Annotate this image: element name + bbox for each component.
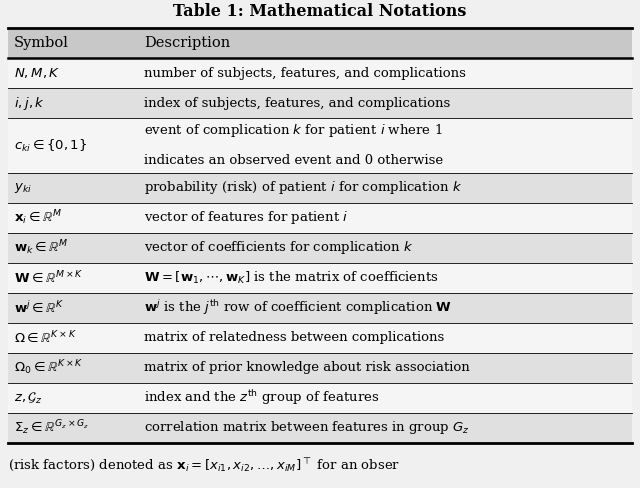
Bar <box>8 28 632 58</box>
Bar <box>8 323 632 353</box>
Bar <box>8 173 632 203</box>
Bar <box>8 118 632 173</box>
Text: $c_{ki} \in \{0, 1\}$: $c_{ki} \in \{0, 1\}$ <box>14 138 87 154</box>
Text: correlation matrix between features in group $G_z$: correlation matrix between features in g… <box>144 420 470 436</box>
Text: $\mathbf{W} \in \mathbb{R}^{M\times K}$: $\mathbf{W} \in \mathbb{R}^{M\times K}$ <box>14 270 83 286</box>
Bar <box>8 293 632 323</box>
Text: number of subjects, features, and complications: number of subjects, features, and compli… <box>144 66 466 80</box>
Text: $\Sigma_z \in \mathbb{R}^{G_z\times G_z}$: $\Sigma_z \in \mathbb{R}^{G_z\times G_z}… <box>14 419 90 437</box>
Bar <box>8 383 632 413</box>
Text: matrix of relatedness between complications: matrix of relatedness between complicati… <box>144 331 444 345</box>
Text: $\mathbf{x}_i \in \mathbb{R}^M$: $\mathbf{x}_i \in \mathbb{R}^M$ <box>14 209 62 227</box>
Bar <box>8 233 632 263</box>
Bar <box>8 353 632 383</box>
Bar <box>8 263 632 293</box>
Text: $\Omega \in \mathbb{R}^{K\times K}$: $\Omega \in \mathbb{R}^{K\times K}$ <box>14 330 77 346</box>
Text: Table 1: Mathematical Notations: Table 1: Mathematical Notations <box>173 3 467 20</box>
Text: $y_{ki}$: $y_{ki}$ <box>14 181 32 195</box>
Text: Description: Description <box>144 36 230 50</box>
Text: $\mathbf{W} = [\mathbf{w}_1, \cdots, \mathbf{w}_K]$ is the matrix of coefficient: $\mathbf{W} = [\mathbf{w}_1, \cdots, \ma… <box>144 270 438 286</box>
Bar <box>8 203 632 233</box>
Bar <box>8 58 632 88</box>
Text: indicates an observed event and 0 otherwise: indicates an observed event and 0 otherw… <box>144 154 443 167</box>
Bar <box>8 413 632 443</box>
Text: matrix of prior knowledge about risk association: matrix of prior knowledge about risk ass… <box>144 362 470 374</box>
Text: vector of features for patient $i$: vector of features for patient $i$ <box>144 209 348 226</box>
Text: index and the $z^{\mathrm{th}}$ group of features: index and the $z^{\mathrm{th}}$ group of… <box>144 388 380 407</box>
Text: probability (risk) of patient $i$ for complication $k$: probability (risk) of patient $i$ for co… <box>144 180 462 197</box>
Text: event of complication $k$ for patient $i$ where 1: event of complication $k$ for patient $i… <box>144 122 442 139</box>
Text: $\mathbf{w}^j$ is the $j^{\mathrm{th}}$ row of coefficient complication $\mathbf: $\mathbf{w}^j$ is the $j^{\mathrm{th}}$ … <box>144 299 452 318</box>
Text: $\Omega_0 \in \mathbb{R}^{K\times K}$: $\Omega_0 \in \mathbb{R}^{K\times K}$ <box>14 359 83 377</box>
Bar <box>8 88 632 118</box>
Text: $\mathbf{w}^j \in \mathbb{R}^K$: $\mathbf{w}^j \in \mathbb{R}^K$ <box>14 300 65 316</box>
Text: Symbol: Symbol <box>14 36 69 50</box>
Text: $z, \mathcal{G}_z$: $z, \mathcal{G}_z$ <box>14 390 43 406</box>
Text: index of subjects, features, and complications: index of subjects, features, and complic… <box>144 97 450 109</box>
Text: $N, M, K$: $N, M, K$ <box>14 66 61 80</box>
Text: $\mathbf{w}_k \in \mathbb{R}^M$: $\mathbf{w}_k \in \mathbb{R}^M$ <box>14 239 68 257</box>
Text: vector of coefficients for complication $k$: vector of coefficients for complication … <box>144 240 413 257</box>
Text: (risk factors) denoted as $\mathbf{x}_i = [x_{i1}, x_{i2}, \ldots, x_{iM}]^\top$: (risk factors) denoted as $\mathbf{x}_i … <box>8 456 400 473</box>
Text: $i, j, k$: $i, j, k$ <box>14 95 45 111</box>
